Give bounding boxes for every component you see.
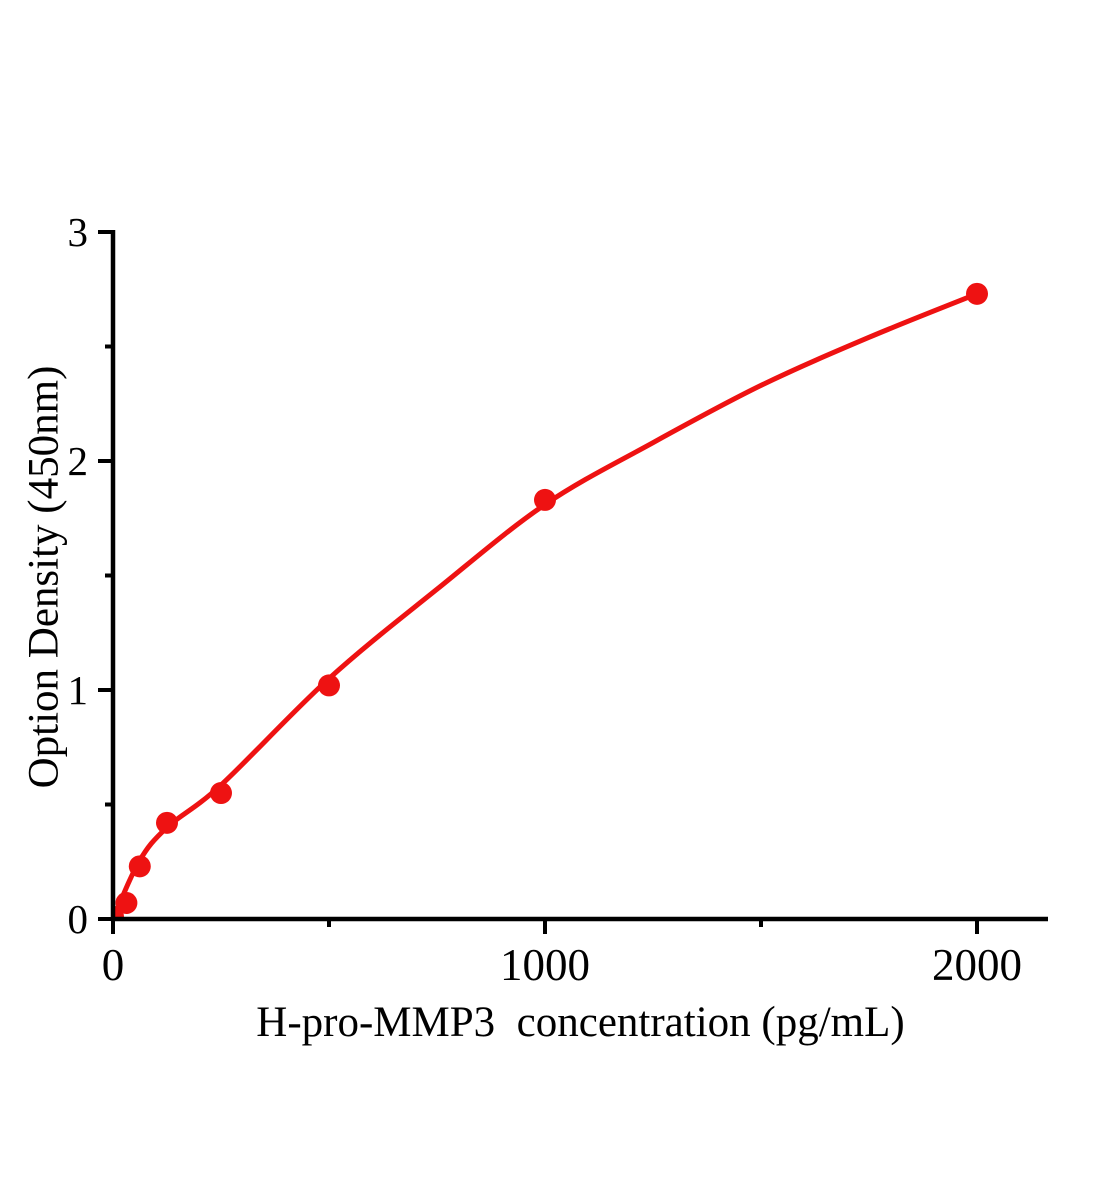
y-tick-label: 0 [68,896,89,942]
series-group [113,282,988,919]
x-axis-title: H-pro-MMP3 concentration (pg/mL) [256,999,905,1046]
y-tick-label: 1 [68,667,89,713]
data-point [115,891,138,914]
axes [98,230,1048,934]
x-tick-label: 1000 [500,940,590,990]
y-tick-label: 2 [68,438,89,484]
y-axis-title: Option Density (450nm) [20,365,68,789]
data-point [966,282,988,305]
data-point [113,905,124,919]
fit-curve [113,291,980,919]
data-point [210,782,232,805]
x-tick-label: 0 [102,940,125,990]
x-tick-label: 2000 [932,940,1022,990]
data-point [128,855,151,878]
axis-lines [110,230,1048,922]
data-point [534,488,556,511]
y-tick-label: 3 [68,209,89,255]
data-point [156,811,178,834]
data-point [318,674,340,697]
